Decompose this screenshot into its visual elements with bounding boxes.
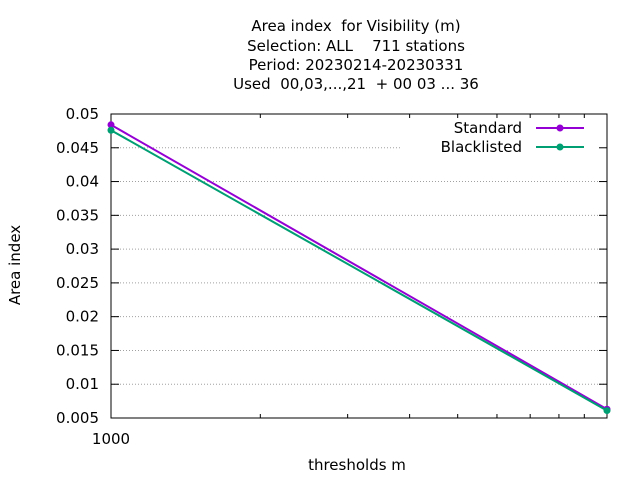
data-point xyxy=(107,126,115,134)
plot-border xyxy=(110,113,608,419)
y-tick-label: 0.03 xyxy=(66,240,99,258)
y-tick-label: 0.015 xyxy=(56,341,99,359)
y-tick-label: 0.025 xyxy=(56,274,99,292)
legend-label-0: Standard xyxy=(454,119,522,137)
legend-marker-0 xyxy=(556,124,564,132)
legend-marker-1 xyxy=(556,143,564,151)
y-tick-label: 0.02 xyxy=(66,308,99,326)
chart-title-line-3: Period: 20230214-20230331 xyxy=(248,56,464,74)
y-tick-label: 0.045 xyxy=(56,139,99,157)
y-axis-label: Area index xyxy=(6,224,24,306)
y-tick-label: 0.04 xyxy=(66,173,99,191)
data-point xyxy=(107,121,115,129)
series-line-0 xyxy=(110,123,608,411)
chart-title-line-2: Selection: ALL 711 stations xyxy=(247,37,465,55)
data-point xyxy=(603,407,611,415)
series-line-1 xyxy=(110,129,608,412)
legend-label-1: Blacklisted xyxy=(441,138,522,156)
x-tick-label: 1000 xyxy=(92,430,130,448)
x-axis-label: thresholds m xyxy=(308,456,406,474)
chart-title-line-4: Used 00,03,...,21 + 00 03 ... 36 xyxy=(233,75,479,93)
y-tick-label: 0.005 xyxy=(56,409,99,427)
y-tick-label: 0.01 xyxy=(66,375,99,393)
chart-title-line-1: Area index for Visibility (m) xyxy=(251,17,461,35)
y-tick-label: 0.05 xyxy=(66,105,99,123)
y-tick-label: 0.035 xyxy=(56,206,99,224)
